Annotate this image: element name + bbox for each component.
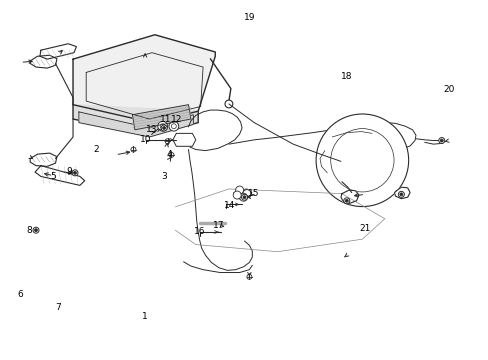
Circle shape xyxy=(315,114,408,207)
Circle shape xyxy=(398,192,404,197)
Polygon shape xyxy=(30,55,57,68)
Text: 6: 6 xyxy=(18,290,23,299)
Text: 18: 18 xyxy=(340,72,352,81)
Circle shape xyxy=(224,100,232,108)
Circle shape xyxy=(399,193,402,196)
Circle shape xyxy=(241,194,247,200)
Circle shape xyxy=(35,229,38,232)
Text: 21: 21 xyxy=(359,224,370,233)
Text: 14: 14 xyxy=(224,201,235,210)
Text: 12: 12 xyxy=(170,114,182,123)
Text: 13: 13 xyxy=(146,125,157,134)
Circle shape xyxy=(438,138,444,144)
Text: 19: 19 xyxy=(243,13,255,22)
Circle shape xyxy=(239,193,247,201)
Circle shape xyxy=(161,125,167,131)
Text: 20: 20 xyxy=(443,85,454,94)
Polygon shape xyxy=(35,166,84,185)
Polygon shape xyxy=(340,190,358,203)
Text: 1: 1 xyxy=(142,312,147,321)
Text: 9: 9 xyxy=(66,167,72,176)
Circle shape xyxy=(345,199,347,202)
Text: 4: 4 xyxy=(166,150,171,159)
Text: 3: 3 xyxy=(161,172,167,181)
Text: 5: 5 xyxy=(51,172,56,181)
Polygon shape xyxy=(79,112,193,137)
Circle shape xyxy=(72,170,78,176)
Text: 2: 2 xyxy=(93,145,99,154)
Circle shape xyxy=(243,196,245,199)
Circle shape xyxy=(233,191,241,199)
Circle shape xyxy=(235,186,243,194)
Circle shape xyxy=(439,139,442,142)
Circle shape xyxy=(33,227,39,233)
Text: 16: 16 xyxy=(194,227,205,236)
Circle shape xyxy=(73,171,76,174)
Text: 11: 11 xyxy=(160,114,171,123)
Polygon shape xyxy=(40,44,76,59)
Polygon shape xyxy=(30,153,57,166)
Polygon shape xyxy=(132,105,190,130)
Text: 10: 10 xyxy=(140,135,152,144)
Circle shape xyxy=(343,198,349,204)
Text: 17: 17 xyxy=(213,221,224,230)
Circle shape xyxy=(163,126,165,130)
Polygon shape xyxy=(73,105,198,135)
Polygon shape xyxy=(73,35,215,123)
Circle shape xyxy=(158,121,167,131)
Polygon shape xyxy=(394,187,409,199)
Text: 8: 8 xyxy=(26,226,32,235)
Polygon shape xyxy=(173,134,195,146)
Text: 15: 15 xyxy=(247,189,259,198)
Text: 7: 7 xyxy=(56,303,61,312)
Circle shape xyxy=(243,190,250,198)
Circle shape xyxy=(169,121,179,131)
